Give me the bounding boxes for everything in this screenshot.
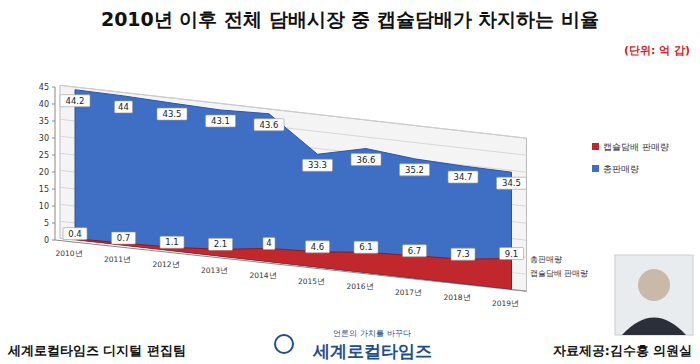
footer-source: 자료제공:김수홍 의원실 [553, 343, 692, 358]
label-box [451, 248, 475, 260]
tick-label: 5 [44, 219, 49, 228]
photo-face [638, 269, 670, 301]
label-box [206, 115, 236, 127]
data-label: 0.4 [68, 229, 82, 239]
data-label: 44 [118, 102, 129, 112]
label-box [303, 159, 333, 171]
data-label: 9.1 [505, 249, 519, 259]
category-label: 2016년 [346, 282, 373, 291]
data-label: 34.5 [502, 178, 521, 188]
category-label: 2015년 [298, 277, 325, 286]
legend-swatch [592, 165, 599, 172]
annotation: 캡슐담배 판매량 [530, 269, 589, 278]
plot-wall [60, 85, 527, 291]
label-box [306, 241, 330, 253]
label-box [157, 108, 187, 120]
data-label: 1.1 [165, 237, 179, 247]
label-box [497, 177, 527, 189]
label-box [351, 154, 381, 166]
data-label: 7.3 [456, 249, 470, 259]
photo [615, 255, 693, 335]
label-box [403, 245, 427, 257]
marks [75, 90, 512, 290]
data-label: 34.7 [454, 172, 473, 182]
legend-label: 총판매량 [603, 164, 639, 174]
chart: 2010년 이후 전체 담배시장 중 캡슐담배가 차지하는 비율 (단위: 억 갑… [0, 0, 700, 364]
y-axis [55, 87, 56, 240]
label-box [354, 241, 378, 253]
subtitle: (단위: 억 갑) [624, 44, 690, 57]
label-box [400, 164, 430, 176]
tick-label: 0 [44, 236, 49, 245]
category-label: 2018년 [443, 293, 470, 302]
label-box [115, 101, 133, 113]
area [75, 239, 512, 290]
legend-label: 캡슐담배 판매량 [603, 142, 669, 152]
category-label: 2013년 [201, 266, 228, 275]
data-label: 35.2 [405, 165, 424, 175]
area [75, 90, 512, 290]
footer-left: 세계로컬타임즈 디지털 편집팀 [7, 343, 186, 358]
category-label: 2014년 [249, 271, 276, 280]
tick-label: 45 [39, 83, 49, 92]
photo-body [622, 318, 686, 336]
data-label: 2.1 [214, 239, 228, 249]
data-label: 6.1 [359, 242, 373, 252]
label-box [112, 232, 136, 244]
label-box [60, 95, 90, 107]
label-box [160, 236, 184, 248]
tick-label: 30 [39, 134, 49, 143]
label-box [254, 119, 284, 131]
legend-swatch [592, 143, 599, 150]
data-label: 4.6 [311, 242, 325, 252]
tick-label: 40 [39, 100, 49, 109]
annotation: 총판매량 [530, 255, 562, 264]
label-box [209, 238, 233, 250]
category-label: 2010년 [55, 249, 82, 258]
data-label: 43.1 [211, 116, 230, 126]
data-label: 44.2 [66, 96, 85, 106]
category-label: 2019년 [492, 299, 519, 308]
data-label: 0.7 [117, 233, 131, 243]
label-box [263, 237, 275, 249]
title: 2010년 이후 전체 담배시장 중 캡슐담배가 차지하는 비율 [101, 8, 599, 30]
label-box [448, 171, 478, 183]
logo-mark [275, 335, 293, 353]
tick-label: 10 [39, 202, 49, 211]
tick-label: 20 [39, 168, 49, 177]
data-label: 33.3 [308, 160, 327, 170]
category-label: 2011년 [104, 255, 131, 264]
data-label: 43.5 [163, 109, 182, 119]
data-label: 43.6 [260, 120, 279, 130]
tick-label: 35 [39, 117, 49, 126]
category-label: 2017년 [395, 288, 422, 297]
data-label: 36.6 [357, 155, 376, 165]
label-box [500, 248, 524, 260]
tick-label: 25 [39, 151, 49, 160]
tick-label: 15 [39, 185, 49, 194]
data-label: 6.7 [408, 246, 422, 256]
label-box [63, 228, 87, 240]
category-label: 2012년 [152, 260, 179, 269]
footer-brand: 세계로컬타임즈 [312, 341, 432, 361]
data-label: 4 [266, 238, 271, 248]
footer-slogan: 언론의 가치를 바꾸다 [333, 329, 410, 338]
